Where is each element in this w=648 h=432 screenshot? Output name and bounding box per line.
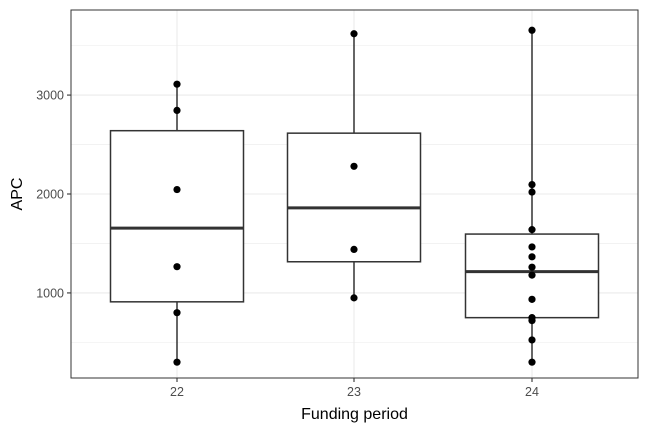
data-point — [350, 30, 358, 38]
box-iqr — [109, 129, 245, 303]
data-point — [173, 185, 181, 194]
data-point — [350, 162, 358, 170]
y-tick-label: 2000 — [36, 188, 64, 202]
data-point — [173, 106, 181, 115]
data-point — [528, 243, 536, 251]
data-point — [528, 26, 536, 34]
y-tick-label: 1000 — [36, 286, 64, 300]
data-point — [173, 358, 181, 366]
data-point — [528, 314, 536, 322]
data-point — [528, 253, 536, 261]
x-axis-title: Funding period — [301, 406, 408, 423]
box-22 — [109, 84, 245, 363]
data-point — [528, 358, 536, 366]
data-point — [528, 271, 536, 279]
box-23 — [286, 33, 422, 298]
x-axis-ticks: 22 23 24 — [170, 378, 539, 399]
x-tick-label: 22 — [170, 385, 184, 399]
boxplots — [109, 30, 600, 363]
data-point — [173, 263, 181, 271]
data-point — [173, 80, 181, 88]
data-point — [528, 226, 536, 234]
data-point — [528, 188, 536, 196]
data-point — [528, 295, 536, 303]
data-point — [173, 309, 181, 317]
box-24 — [464, 30, 600, 363]
data-point — [528, 263, 536, 271]
x-tick-label: 24 — [525, 385, 539, 399]
box-iqr — [286, 132, 422, 263]
y-axis-ticks: 1000 2000 3000 — [36, 89, 71, 300]
y-tick-label: 3000 — [36, 89, 64, 103]
data-point — [350, 294, 358, 302]
y-axis-title: APC — [9, 178, 26, 211]
data-point — [528, 181, 536, 189]
data-point — [350, 245, 358, 253]
data-points — [173, 26, 536, 366]
data-point — [528, 336, 536, 344]
x-tick-label: 23 — [347, 385, 361, 399]
